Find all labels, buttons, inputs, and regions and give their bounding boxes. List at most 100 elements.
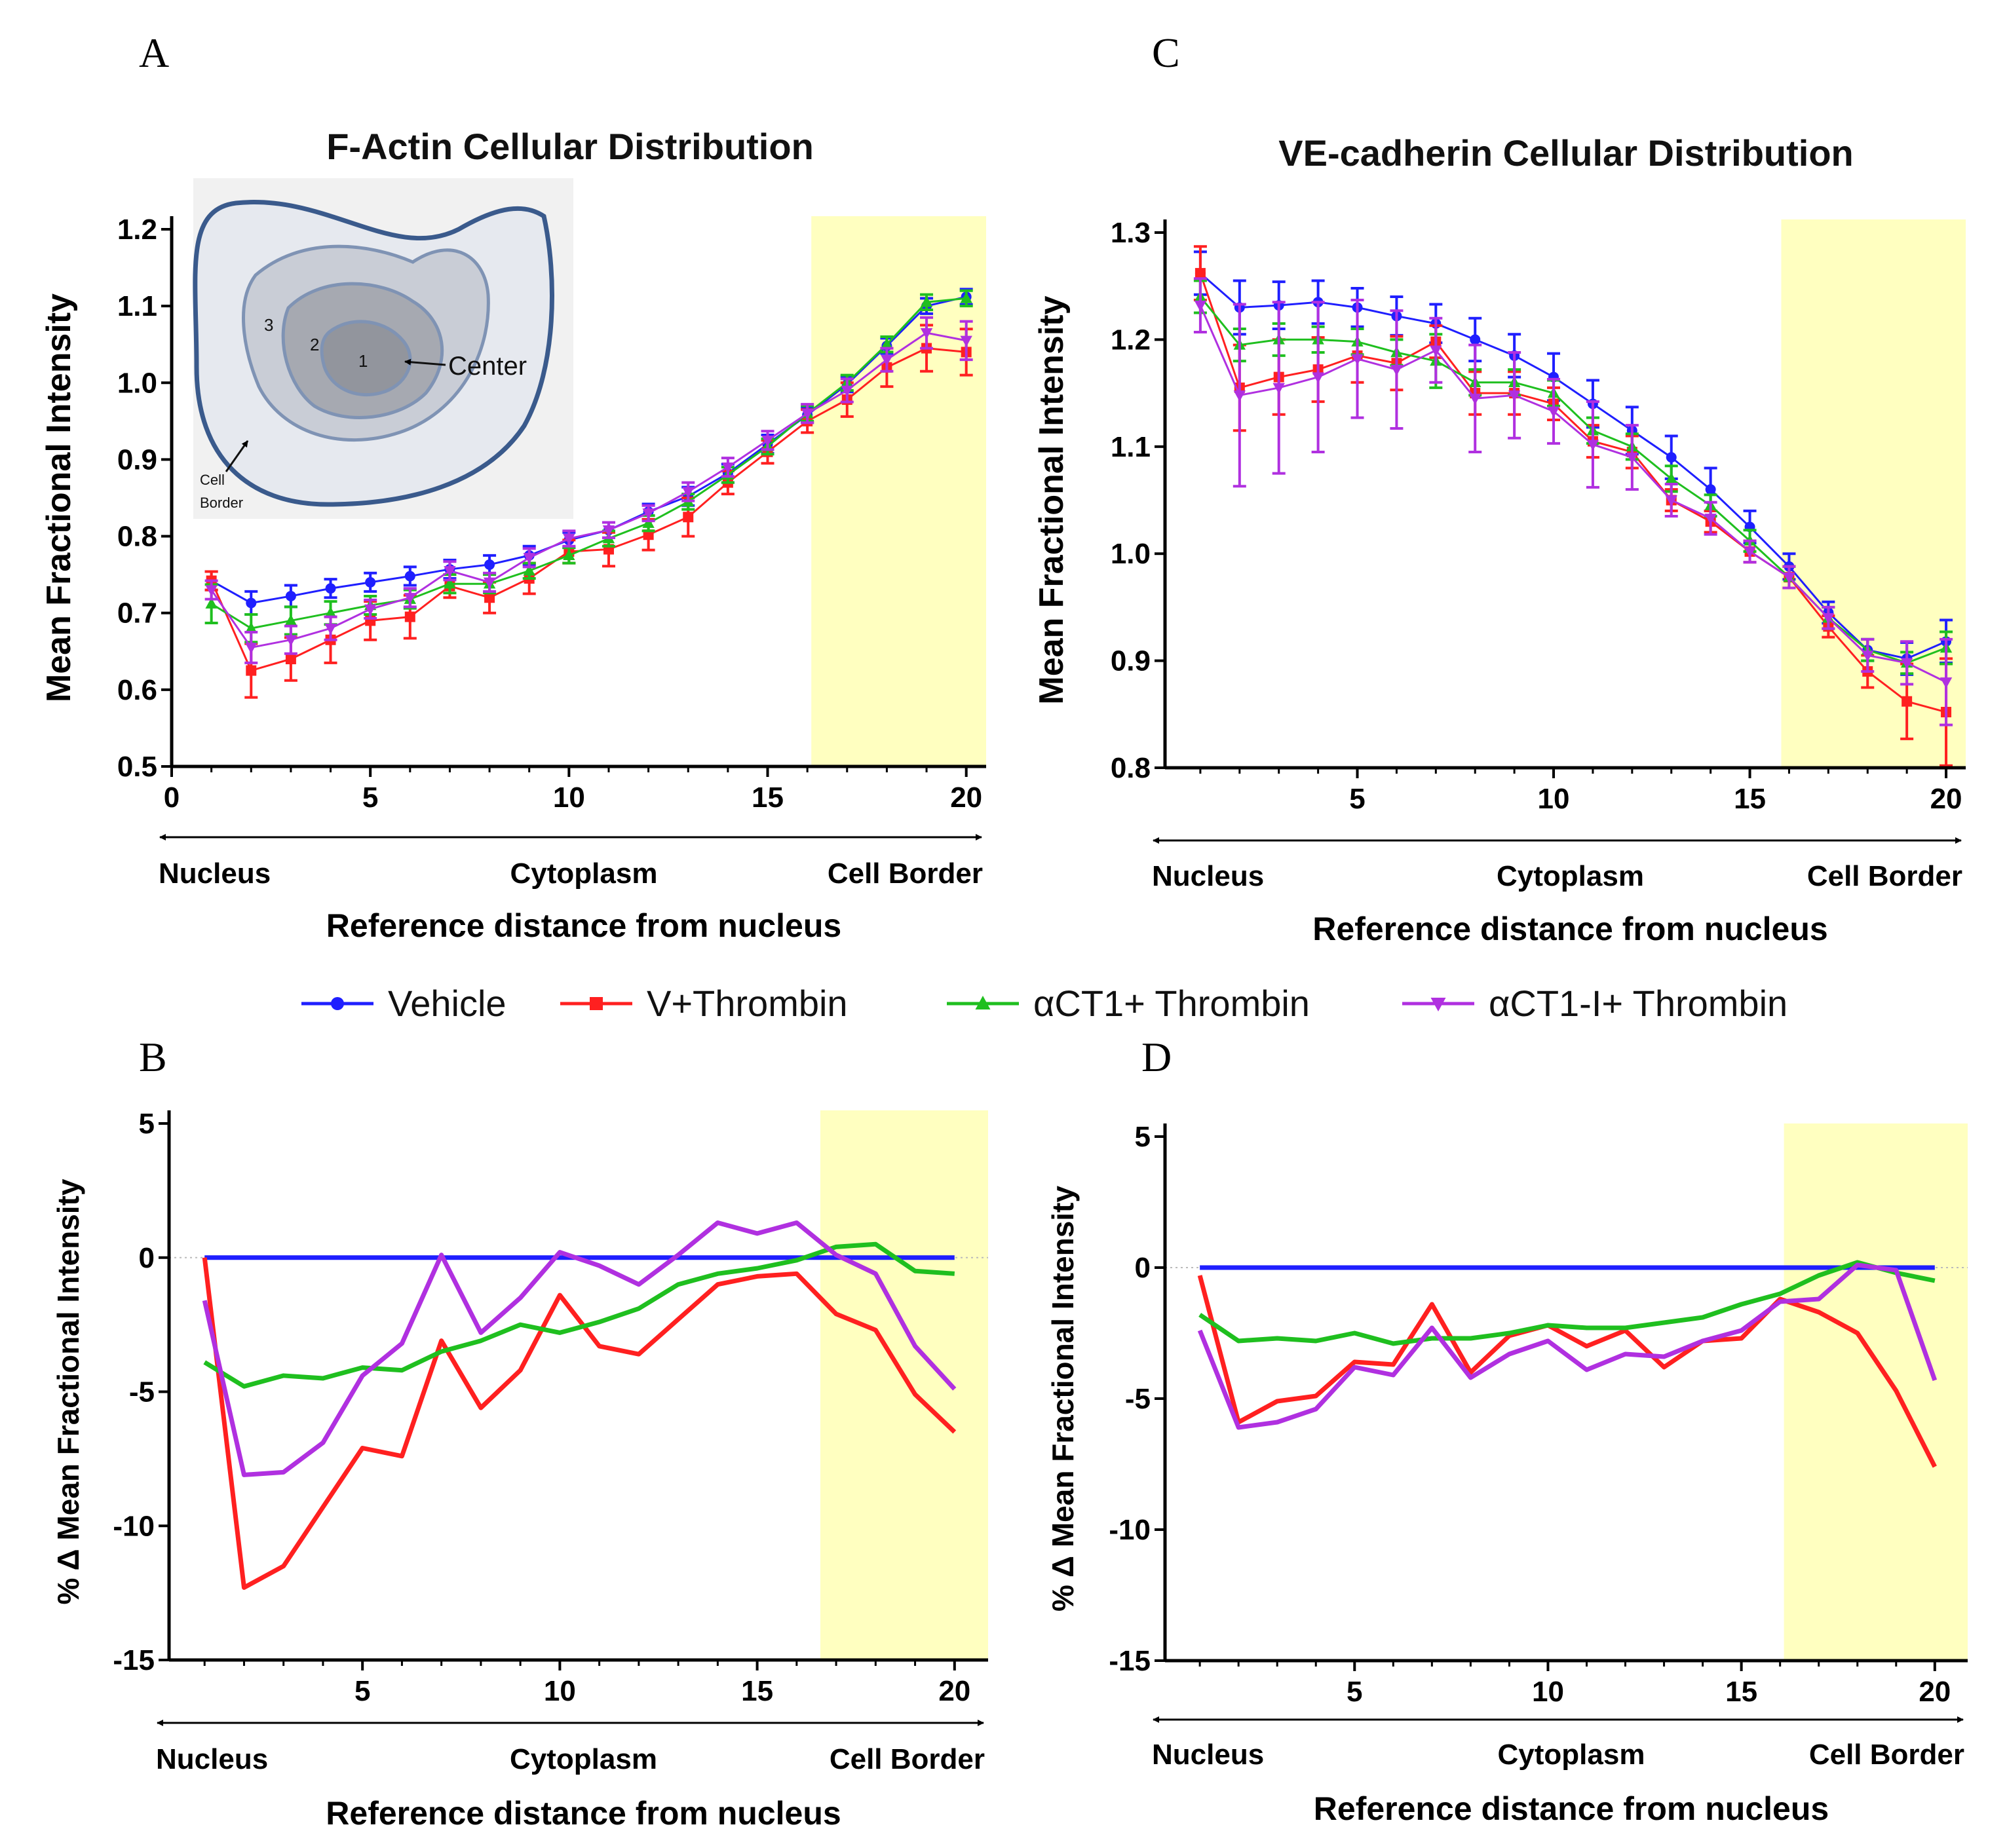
data-point [1822,613,1835,624]
legend-swatch-marker [1430,998,1446,1011]
x-tick-label: 10 [1538,783,1570,815]
data-point [602,525,615,537]
center-arrow [404,358,446,366]
legend-item: V+Thrombin [560,983,848,1024]
y-tick-label: -10 [1109,1514,1151,1546]
cell-border-highlight [811,216,986,766]
data-point [721,462,735,474]
x-tick-label: 10 [553,782,585,814]
x-tick-label: 10 [1532,1676,1564,1708]
region-label: Nucleus [1152,1739,1264,1771]
data-point [1508,390,1521,402]
y-tick-label: 0.8 [117,521,157,553]
y-tick-label: 0.8 [1111,752,1151,784]
series-2 [1198,1260,1936,1346]
legend-item: Vehicle [301,983,507,1024]
data-point [1586,440,1599,451]
data-point [563,533,575,545]
chart-a-factin: 0.5 0.6 0.7 0.8 0.9 1.0 1.1 1.2 0 5 10 15 20 F-Actin … [40,126,986,944]
data-point [1233,390,1246,402]
x-tick-label: 10 [544,1675,576,1707]
x-tick-label: 0 [164,782,180,814]
region-label: Cytoplasm [510,858,658,890]
x-axis-label: Reference distance from nucleus [1312,911,1827,947]
zone-1-contour [320,320,412,397]
legend: Vehicle V+Thrombin αCT1+ Thrombin αCT1-I+ T… [301,983,1787,1024]
series-1 [1197,1275,1937,1468]
series-line [1199,305,1947,683]
series-3 [204,316,973,664]
x-tick-label: 5 [1347,1676,1362,1708]
data-point [1666,452,1677,463]
data-point [365,576,376,588]
y-axis-label: % Δ Mean Fractional Intensity [51,1179,85,1604]
x-tick-label: 5 [354,1675,370,1707]
y-tick-label: -10 [113,1510,155,1542]
data-point [1902,696,1913,707]
data-point [1351,354,1364,366]
data-point [404,611,415,622]
data-point [285,654,296,664]
data-point [1862,651,1874,662]
data-point [325,583,336,594]
cell-border-label-2: Border [200,495,243,511]
data-point [1194,300,1207,312]
y-tick-label: 1.2 [117,214,157,246]
legend-item: αCT1+ Thrombin [947,983,1310,1024]
legend-label: Vehicle [388,983,507,1024]
x-tick-label: 15 [741,1675,773,1707]
legend-label: αCT1+ Thrombin [1033,983,1310,1024]
legend-swatch-marker [590,997,603,1010]
region-label: Nucleus [156,1743,268,1775]
cell-border-highlight [1784,1123,1968,1661]
data-point [404,571,415,582]
y-tick-label: -5 [129,1376,155,1408]
data-point [483,577,496,589]
data-point [1940,677,1953,688]
region-label: Nucleus [1152,860,1264,892]
region-label: Cell Border [1807,860,1962,892]
series-3 [1197,1262,1938,1430]
cell-border-arrow [225,440,249,472]
series-line [202,1257,957,1590]
data-point [881,338,893,349]
region-label: Cell Border [830,1743,985,1775]
data-point [801,408,814,420]
data-point [205,585,218,597]
chart-c-vecadherin: 0.8 0.9 1.0 1.1 1.2 1.3 5 10 15 20 VE-cadherin Cel… [1033,132,1966,947]
region-label: Cell Border [828,858,983,890]
y-tick-label: 5 [139,1108,155,1140]
data-point [920,295,933,307]
data-point [1900,658,1913,669]
x-tick-label: 15 [752,782,784,814]
data-point [245,643,258,654]
data-point [245,622,258,633]
x-tick-label: 20 [950,782,982,814]
data-point [1430,345,1442,357]
y-tick-label: 1.1 [1111,431,1151,463]
series-line [1197,1262,1938,1430]
legend-label: V+Thrombin [647,983,848,1024]
zone-3-label: 3 [264,315,273,335]
panel-letter-d: D [1141,1034,1172,1080]
region-label: Cytoplasm [510,1743,657,1775]
series-line [210,331,966,649]
legend-swatch-marker [975,996,991,1009]
data-point [682,487,695,499]
y-tick-label: 1.2 [1111,324,1151,356]
data-point [324,607,337,618]
y-tick-label: 1.1 [117,290,157,322]
y-tick-label: 5 [1135,1121,1151,1153]
data-point [404,593,417,604]
chart-b-factin-delta: -15 -10 -5 0 5 5 10 15 20 % Δ Mean Fractional Int… [51,1108,988,1832]
data-point [683,512,694,523]
data-point [642,508,655,520]
data-point [960,292,972,303]
x-tick-label: 5 [1349,783,1365,815]
region-label: Cytoplasm [1498,1739,1645,1771]
data-point [444,566,456,577]
data-point [284,635,297,647]
chart-title: F-Actin Cellular Distribution [326,126,814,167]
center-label: Center [448,352,527,381]
zone-2-label: 2 [310,335,319,354]
